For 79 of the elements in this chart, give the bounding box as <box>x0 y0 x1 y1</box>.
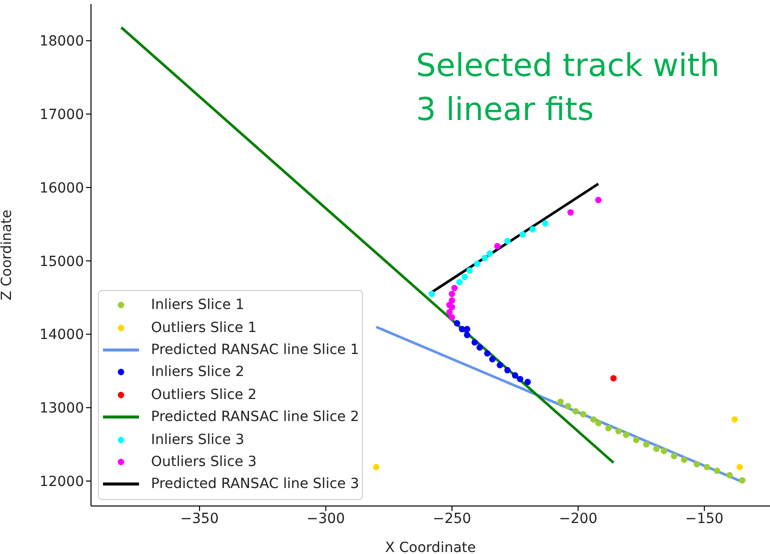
point <box>595 196 602 204</box>
point <box>605 425 612 432</box>
point <box>736 464 743 470</box>
point <box>704 464 710 470</box>
y-tick-label: 15000 <box>39 254 84 270</box>
point <box>464 332 470 338</box>
point <box>615 428 622 434</box>
point <box>714 468 720 474</box>
point <box>590 416 597 423</box>
point <box>466 267 473 274</box>
point <box>610 375 617 382</box>
y-tick-label: 16000 <box>39 180 84 196</box>
point <box>448 314 456 321</box>
point <box>474 260 480 268</box>
point <box>726 472 733 478</box>
legend-label: Inliers Slice 3 <box>151 432 244 448</box>
point <box>454 320 460 326</box>
point <box>486 250 494 257</box>
point <box>595 420 602 426</box>
legend-label: Outliers Slice 3 <box>151 454 257 470</box>
y-tick-label: 14000 <box>39 327 84 344</box>
legend-label: Outliers Slice 1 <box>151 320 257 336</box>
point <box>731 416 738 423</box>
point <box>504 367 511 374</box>
point <box>476 344 483 351</box>
legend-label: Inliers Slice 1 <box>151 297 244 314</box>
point <box>516 376 524 382</box>
point <box>496 362 504 368</box>
point <box>557 398 564 405</box>
y-axis-title: Z Coordinate <box>0 210 15 300</box>
point <box>471 339 478 346</box>
point <box>519 231 526 238</box>
point <box>572 408 579 415</box>
point <box>567 209 574 216</box>
point <box>451 284 458 292</box>
point <box>448 304 456 310</box>
x-tick-label: −250 <box>432 510 472 527</box>
point <box>542 220 549 227</box>
point <box>622 432 630 438</box>
x-axis-title: X Coordinate <box>385 540 476 554</box>
y-tick-label: 13000 <box>39 400 84 417</box>
point <box>670 452 678 460</box>
point <box>524 378 531 386</box>
legend-label: Predicted RANSAC line Slice 2 <box>151 409 360 426</box>
x-tick-label: −350 <box>180 510 219 527</box>
x-tick-label: −150 <box>685 510 724 527</box>
x-tick-label: −200 <box>558 510 598 527</box>
point <box>504 238 511 244</box>
y-tick-label: 12000 <box>39 474 84 490</box>
legend-label: Outliers Slice 2 <box>151 386 257 403</box>
point <box>653 446 660 452</box>
point <box>680 456 688 463</box>
point <box>461 274 468 280</box>
legend-label: Predicted RANSAC line Slice 3 <box>151 476 360 492</box>
point <box>373 464 380 470</box>
y-tick-label: 17000 <box>39 107 84 124</box>
point <box>530 226 536 233</box>
point <box>660 448 668 454</box>
point <box>739 477 746 484</box>
y-tick-label: 18000 <box>39 34 84 50</box>
point <box>464 326 470 332</box>
point <box>564 402 572 410</box>
point <box>428 290 435 298</box>
point <box>694 460 700 468</box>
point <box>446 309 453 316</box>
point <box>643 441 650 448</box>
x-tick-label: −300 <box>306 510 345 527</box>
point <box>512 372 518 379</box>
point <box>456 278 463 286</box>
annotation: Selected track with 3 linear fits <box>416 47 721 130</box>
point <box>484 350 490 357</box>
legend-label: Inliers Slice 2 <box>151 364 244 380</box>
point <box>580 411 586 418</box>
point <box>633 436 640 444</box>
point <box>489 356 496 362</box>
legend-label: Predicted RANSAC line Slice 1 <box>151 342 360 358</box>
point <box>494 242 501 250</box>
point <box>448 290 456 298</box>
point <box>482 254 488 262</box>
